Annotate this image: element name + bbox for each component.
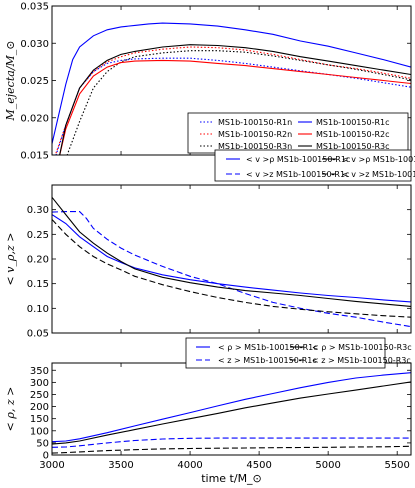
legend-entry: < v >ρ MS1b-100150-R1c [246, 155, 350, 164]
legend-entry: MS1b-100150-R1c [316, 118, 390, 127]
velocity-panel: 0.05 0.10 0.15 0.20 0.25 0.30 < v_ρ,z > < v >ρ … [4, 149, 415, 340]
y-tick-label: 0.015 [20, 151, 49, 162]
x-tick-label: 4000 [177, 460, 202, 471]
y-tick-label: 0.030 [20, 39, 49, 50]
y-tick-label: 300 [30, 378, 49, 389]
y-tick-label: 100 [30, 426, 49, 437]
y-tick-label: 0.025 [20, 76, 49, 87]
y-axis-label: M_ejecta/M_⊙ [4, 40, 17, 121]
y-tick-label: 0.020 [20, 113, 49, 124]
x-tick-label: 5000 [315, 460, 340, 471]
y-tick-label: 50 [36, 438, 49, 449]
y-tick-label: 0.20 [27, 255, 49, 266]
y-tick-label: 0.25 [27, 230, 49, 241]
legend-entry: MS1b-100150-R3c [316, 142, 390, 151]
legend: MS1b-100150-R1n MS1b-100150-R2n MS1b-10015… [187, 112, 409, 154]
y-tick-label: 250 [30, 390, 49, 401]
legend-entry: < v >z MS1b-100150-R1c [246, 170, 349, 179]
x-tick-label: 5500 [384, 460, 409, 471]
legend-entry: < z > MS1b-100150-R1c [218, 356, 317, 365]
series-line-4 [59, 59, 411, 155]
series-line-1 [52, 437, 411, 448]
y-tick-label: 0 [43, 451, 49, 462]
legend-entry: MS1b-100150-R2n [218, 130, 292, 139]
y-axis-label: < ρ, z > [4, 387, 17, 432]
series-line-1 [52, 211, 411, 328]
series-line-0 [52, 372, 411, 443]
series-line-2 [52, 196, 411, 307]
legend-entry: < v >z MS1b-100150-R3c [342, 170, 415, 179]
x-tick-label: 3500 [108, 460, 133, 471]
y-tick-label: 350 [30, 366, 49, 377]
legend-entry: MS1b-100150-R1n [218, 118, 292, 127]
legend-entry: < v >ρ MS1b-100150-R3c [342, 155, 415, 164]
legend-entry: < ρ > MS1b-100150-R1c [218, 343, 318, 352]
y-tick-label: 0.035 [20, 2, 49, 13]
legend-box [214, 149, 412, 182]
y-tick-label: 0.05 [27, 329, 49, 340]
y-tick-label: 0.15 [27, 279, 49, 290]
series-line-3 [52, 219, 411, 318]
series-line-2 [52, 381, 411, 445]
plot-frame [51, 184, 412, 334]
legend: < v >ρ MS1b-100150-R1c < v >z MS1b-100150… [214, 149, 415, 182]
x-tick-label: 3000 [39, 460, 64, 471]
legend-box [185, 337, 386, 369]
series-line-0 [52, 214, 411, 303]
ejecta-mass-panel: 0.015 0.020 0.025 0.030 0.035 M_ejecta/M_⊙ MS1… [4, 2, 412, 162]
y-tick-label: 150 [30, 414, 49, 425]
y-axis-label: < v_ρ,z > [4, 233, 17, 286]
legend-entry: MS1b-100150-R3n [218, 142, 292, 151]
series-line-5 [59, 44, 411, 155]
legend: < ρ > MS1b-100150-R1c < z > MS1b-100150-R… [185, 337, 412, 369]
y-tick-label: 0.30 [27, 205, 49, 216]
y-tick-label: 200 [30, 402, 49, 413]
plot-frame [51, 362, 412, 456]
series-line-3 [52, 445, 411, 454]
legend-entry: < ρ > MS1b-100150-R3c [312, 343, 412, 352]
y-tick-label: 0.10 [27, 304, 49, 315]
legend-entry: < z > MS1b-100150-R3c [312, 356, 411, 365]
series-line-3 [52, 22, 411, 144]
x-tick-label: 4500 [246, 460, 271, 471]
legend-entry: MS1b-100150-R2c [316, 130, 390, 139]
x-axis-label: time t/M_⊙ [201, 472, 262, 485]
